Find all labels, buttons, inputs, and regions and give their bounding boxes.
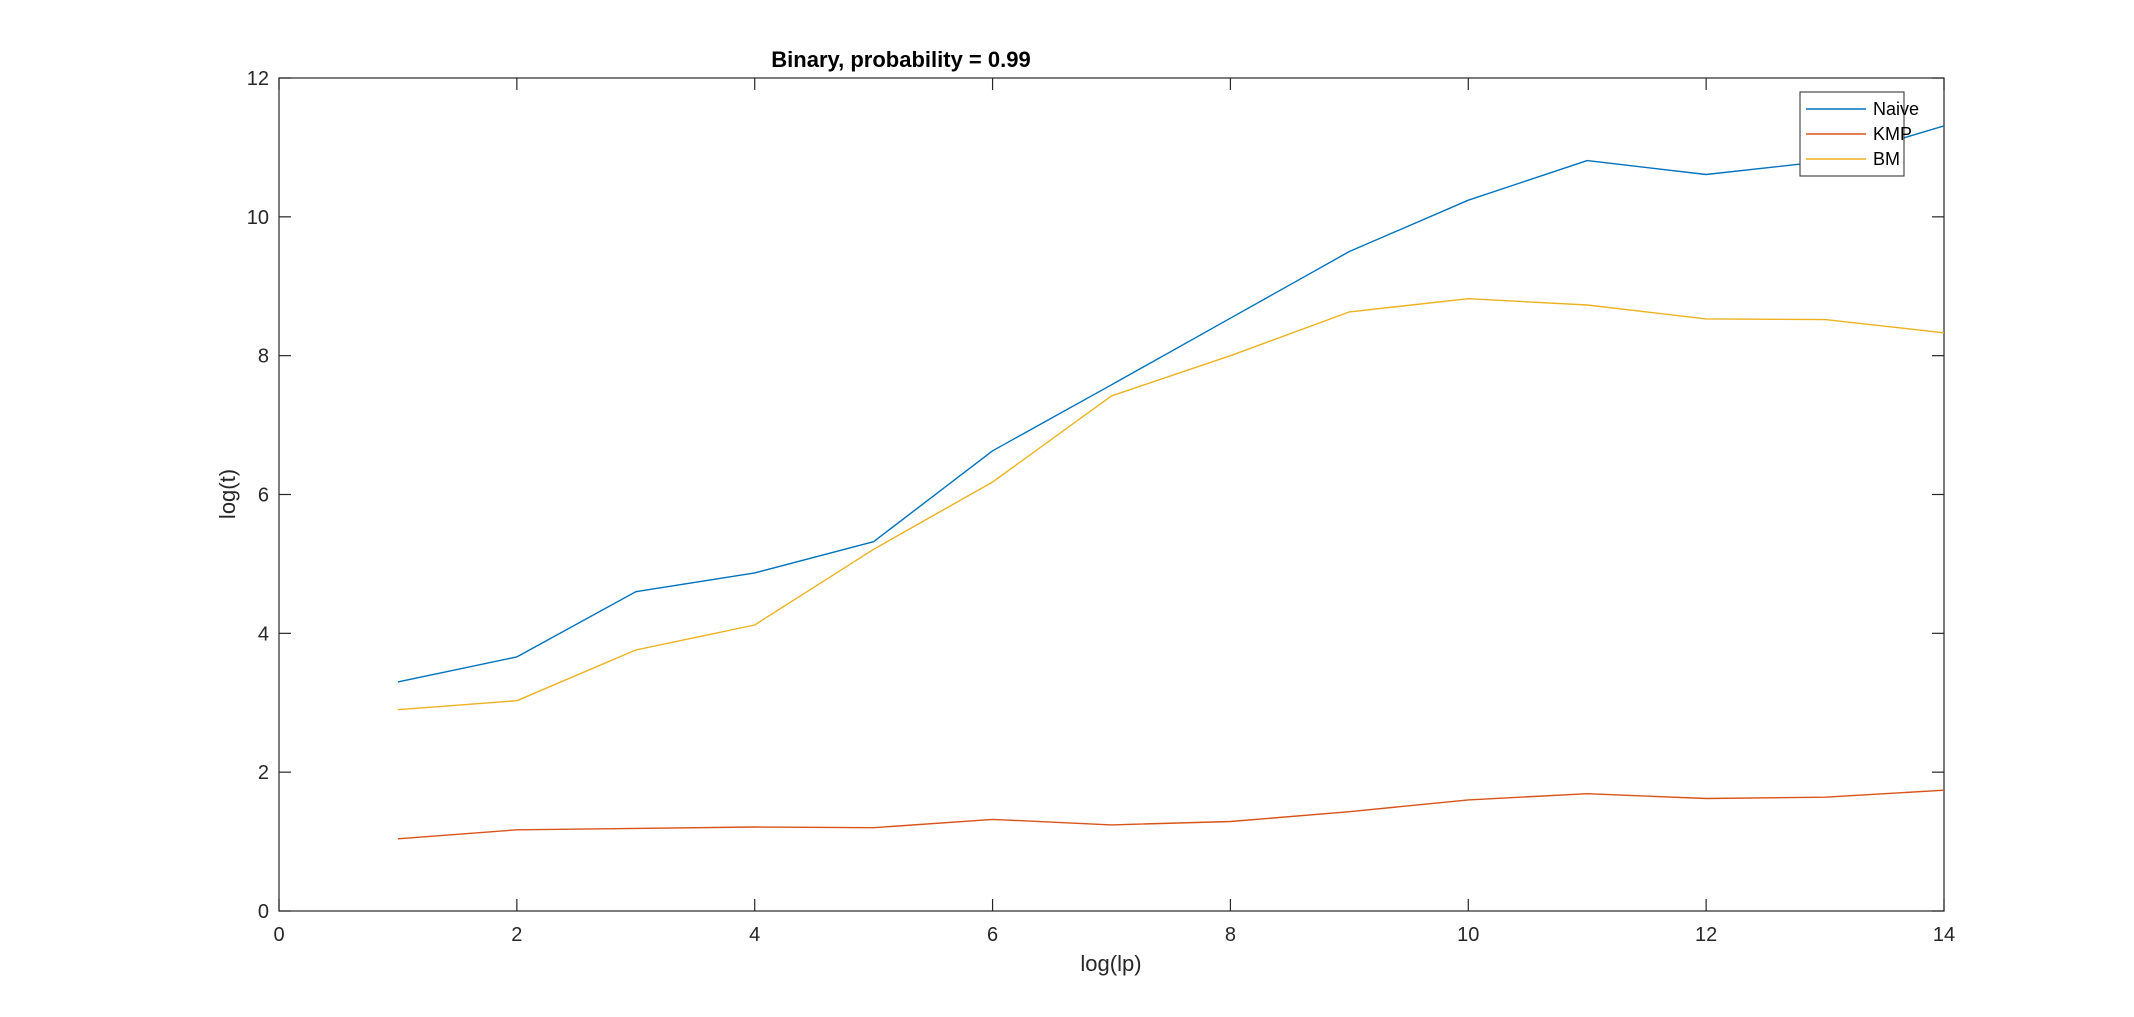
chart-title: Binary, probability = 0.99 — [771, 47, 1030, 72]
legend-label-kmp: KMP — [1873, 124, 1912, 144]
x-tick-label: 4 — [749, 924, 760, 946]
series-line-naive — [397, 125, 1945, 683]
y-tick-label: 4 — [258, 623, 269, 645]
legend-label-naive: Naive — [1873, 99, 1919, 119]
x-tick-label: 10 — [1457, 924, 1479, 946]
x-tick-label: 8 — [1225, 924, 1236, 946]
y-axis-label: log(t) — [215, 469, 240, 519]
x-tick-label: 2 — [511, 924, 522, 946]
y-tick-label: 8 — [258, 346, 269, 368]
axis-ticks — [278, 77, 1945, 912]
plot-area — [278, 77, 1945, 912]
x-axis-label: log(lp) — [1080, 951, 1141, 976]
series-lines — [397, 125, 1945, 840]
series-line-bm — [397, 298, 1945, 711]
legend-label-bm: BM — [1873, 149, 1900, 169]
y-tick-label: 10 — [247, 207, 269, 229]
series-line-kmp — [397, 789, 1945, 840]
y-tick-label: 12 — [247, 68, 269, 90]
y-tick-label: 6 — [258, 485, 269, 507]
y-tick-labels: 0 2 4 6 8 10 12 — [247, 68, 269, 923]
x-tick-label: 12 — [1695, 924, 1717, 946]
x-tick-labels: 0 2 4 6 8 10 12 14 — [273, 924, 1955, 946]
y-tick-label: 2 — [258, 762, 269, 784]
legend: Naive KMP BM — [1799, 91, 1919, 177]
x-tick-label: 14 — [1933, 924, 1955, 946]
x-tick-label: 6 — [987, 924, 998, 946]
y-tick-label: 0 — [258, 901, 269, 923]
x-tick-label: 0 — [273, 924, 284, 946]
